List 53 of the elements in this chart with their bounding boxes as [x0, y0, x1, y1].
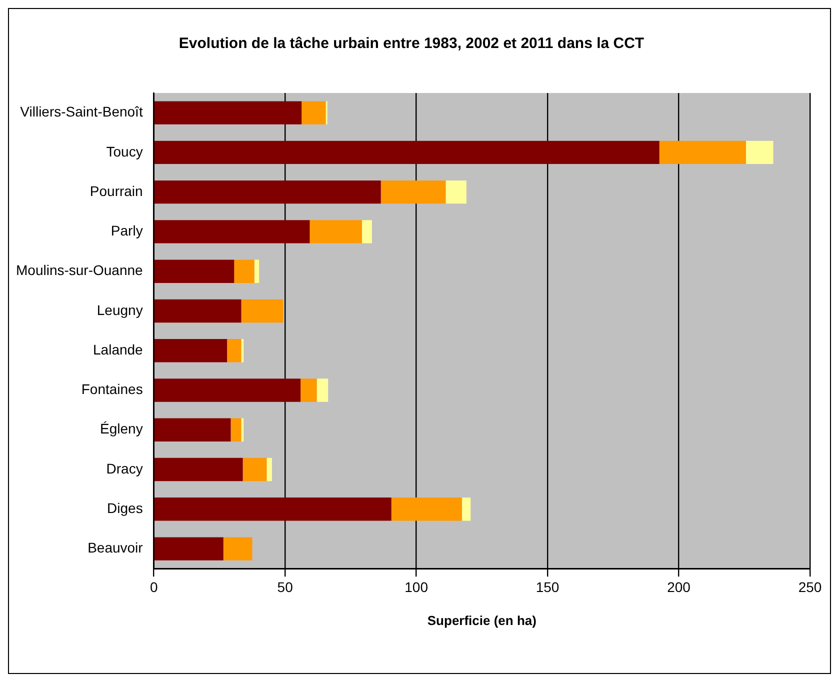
bar: [154, 339, 228, 362]
bar: [241, 418, 244, 442]
bar: [154, 458, 243, 482]
bar: [310, 220, 362, 244]
bar: [154, 299, 242, 323]
bar: [254, 260, 260, 283]
x-tick-label: 200: [667, 578, 691, 595]
y-tick-label: Lalande: [93, 341, 144, 358]
bar: [302, 101, 326, 124]
y-tick-label: Villiers-Saint-Benoît: [20, 104, 143, 120]
y-tick-label: Moulins-sur-Ouanne: [16, 262, 144, 278]
bar: [391, 498, 462, 521]
bar: [362, 220, 372, 244]
x-tick-label: 0: [150, 578, 158, 595]
bar: [230, 418, 242, 442]
bar: [241, 299, 284, 323]
bar: [300, 378, 317, 402]
x-tick-label: 50: [277, 578, 294, 595]
bar: [380, 180, 446, 204]
bar: [154, 220, 310, 244]
bar: [659, 140, 746, 164]
y-tick-label: Fontaines: [81, 381, 143, 398]
bar: [241, 339, 244, 362]
bar: [154, 180, 381, 204]
x-tick-label: 250: [798, 578, 822, 595]
y-tick-label: Toucy: [106, 143, 143, 160]
y-tick-label: Beauvoir: [88, 540, 144, 556]
x-tick-label: 100: [404, 578, 428, 595]
bar: [462, 498, 471, 521]
y-tick-label: Pourrain: [90, 182, 143, 199]
bar: [446, 180, 466, 204]
x-axis-title: Superficie (en ha): [427, 612, 536, 628]
chart-title: Evolution de la tâche urbain entre 1983, 2002 et 2011 dans la CCT: [178, 35, 644, 52]
bar: [154, 537, 224, 560]
bar: [154, 378, 301, 402]
bar: [266, 458, 272, 482]
bar: [746, 140, 774, 164]
bar: [154, 140, 660, 164]
x-tick-label: 150: [536, 578, 560, 595]
bar: [316, 378, 328, 402]
bar: [234, 260, 254, 283]
bar: [223, 537, 252, 560]
y-tick-label: Égleny: [100, 420, 143, 437]
y-tick-label: Dracy: [106, 460, 143, 476]
bar: [154, 260, 234, 283]
bar: [154, 498, 392, 521]
bar: [154, 418, 231, 442]
y-tick-label: Diges: [107, 500, 143, 516]
bar: [227, 339, 242, 362]
bar: [154, 101, 302, 124]
y-tick-label: Parly: [110, 222, 143, 239]
y-tick-label: Leugny: [96, 302, 143, 318]
bar: [242, 458, 267, 482]
